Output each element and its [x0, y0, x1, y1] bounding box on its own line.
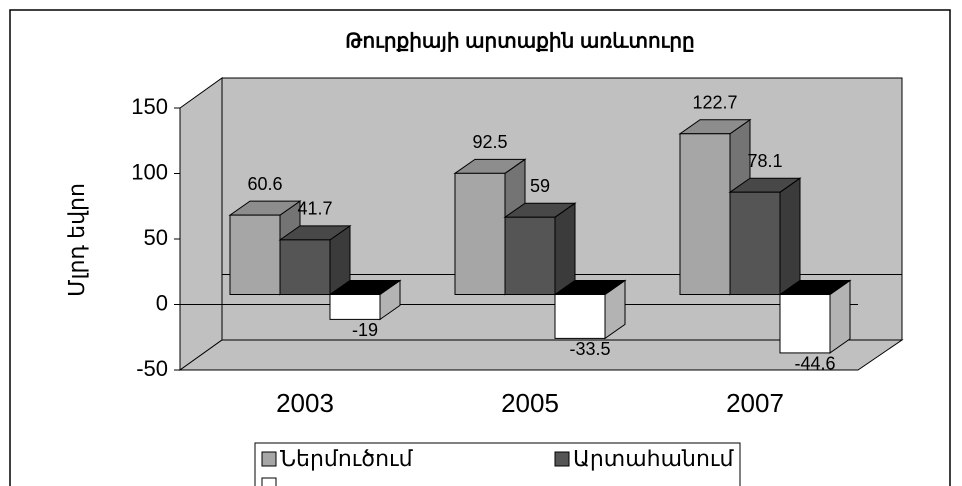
legend-label: Արտահանում [573, 446, 734, 471]
y-tick-label: 100 [131, 159, 168, 184]
bar [779, 294, 831, 354]
bar [279, 239, 331, 295]
y-tick-label: -50 [136, 356, 168, 381]
legend-swatch [261, 477, 277, 486]
y-tick-label: 50 [144, 225, 168, 250]
y-tick-label: 0 [156, 290, 168, 315]
chart-title: Թուրքիայի արտաքին առևտուրը [345, 30, 694, 52]
data-label: 59 [530, 176, 550, 196]
x-tick-label: 2003 [276, 388, 334, 418]
data-label: 78.1 [747, 151, 782, 171]
bar-side [779, 177, 801, 296]
data-label: 41.7 [297, 199, 332, 219]
bar-side [554, 202, 576, 296]
data-label: -33.5 [569, 339, 610, 359]
data-label: 60.6 [247, 174, 282, 194]
data-label: -44.6 [794, 354, 835, 374]
side-wall [179, 77, 223, 371]
bar [229, 214, 281, 295]
bar [504, 216, 556, 296]
data-label: 122.7 [692, 93, 737, 113]
y-tick-label: 150 [131, 94, 168, 119]
bar [679, 133, 731, 295]
bar [729, 191, 781, 295]
data-label: -19 [352, 320, 378, 340]
x-tick-label: 2007 [726, 388, 784, 418]
legend-swatch [261, 451, 277, 467]
y-axis-label: Մլրդ եվրո [64, 183, 89, 297]
x-tick-label: 2005 [501, 388, 559, 418]
legend [254, 442, 741, 486]
legend-swatch [554, 451, 570, 467]
bar [329, 294, 381, 320]
bar [554, 294, 606, 339]
data-label: 92.5 [472, 132, 507, 152]
bar [454, 172, 506, 295]
legend-label: Ներմուծում [280, 446, 414, 471]
